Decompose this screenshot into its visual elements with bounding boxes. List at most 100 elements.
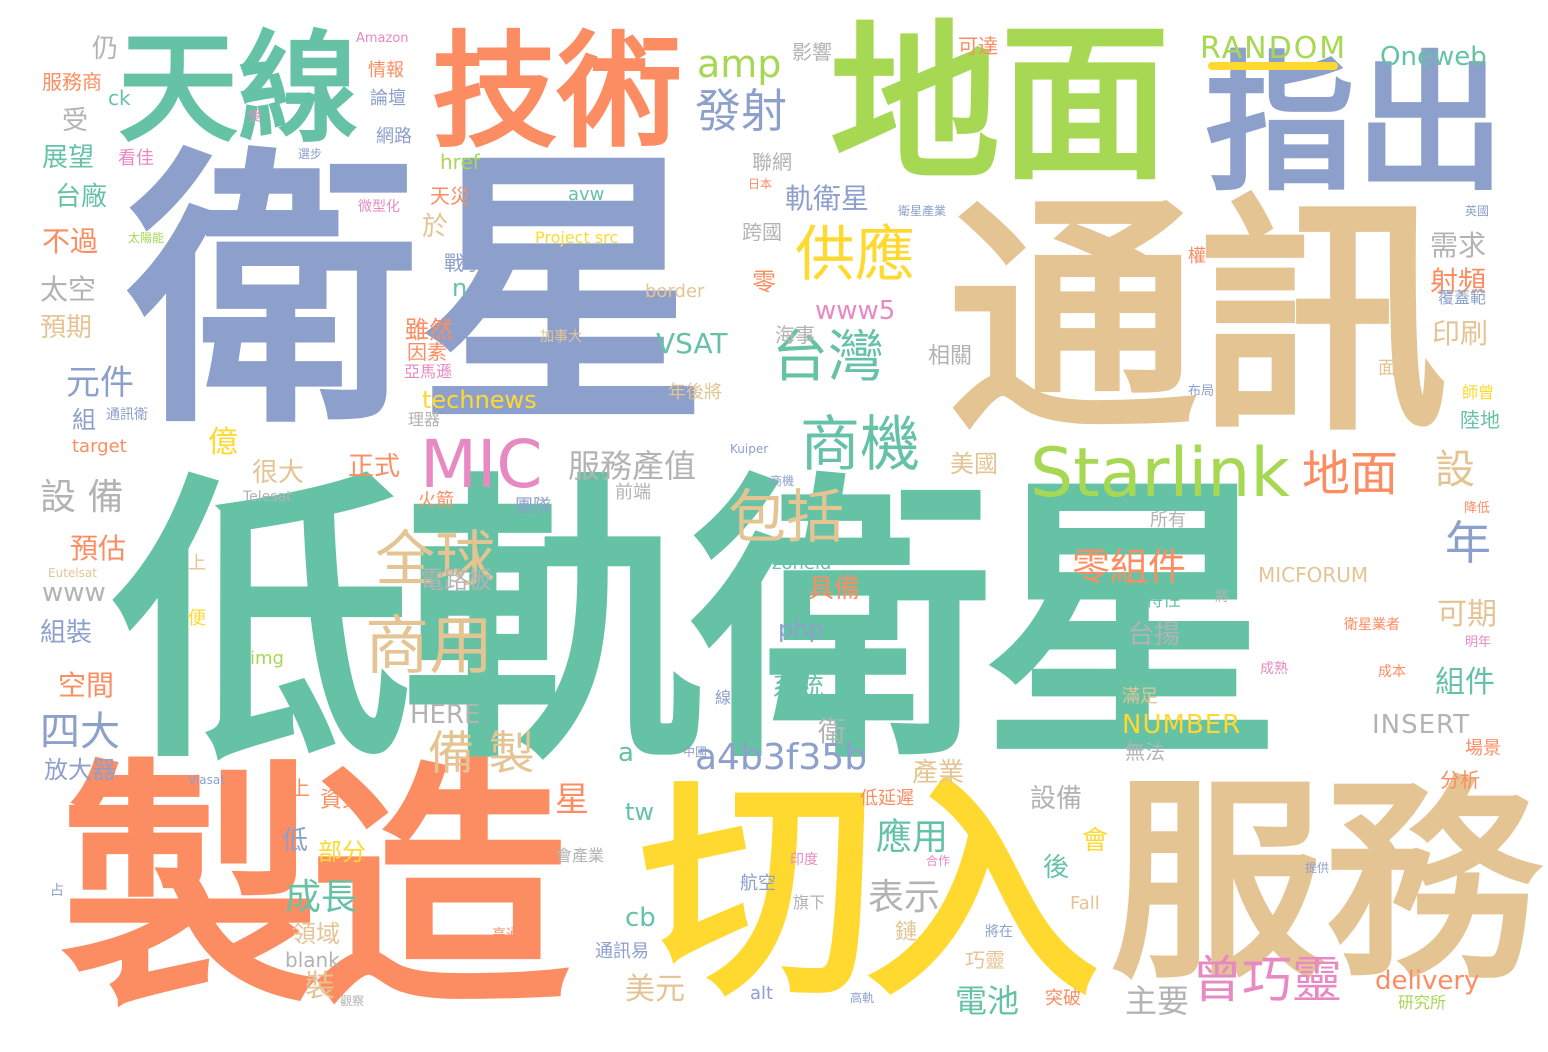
word-zhanzheng: 戰爭 xyxy=(444,251,484,275)
word-yuqi: 預期 xyxy=(40,313,93,343)
word-technews: technews xyxy=(422,386,537,414)
word-www: www xyxy=(42,578,106,608)
word-yugu: 預估 xyxy=(70,532,127,565)
word-jiashida: 加事大 xyxy=(540,329,582,345)
word-n: n xyxy=(452,274,468,302)
word-mian: 面 xyxy=(1378,358,1396,379)
word-di: 低 xyxy=(282,826,309,856)
word-weixing-large: 衛星 xyxy=(128,126,708,463)
word-bufen: 部分 xyxy=(318,838,366,866)
word-micforum: MICFORUM xyxy=(1258,563,1369,587)
word-dianchi: 電池 xyxy=(955,982,1020,1020)
word-linggongjian: 零組件 xyxy=(1072,545,1187,589)
word-yindu: 印度 xyxy=(790,852,818,868)
word-meiyuan: 美元 xyxy=(625,972,685,1007)
word-taiwan: 台灣 xyxy=(772,325,884,390)
word-riben: 日本 xyxy=(748,177,773,191)
word-kuiper: Kuiper xyxy=(730,442,769,456)
word-chengben: 成本 xyxy=(1378,664,1406,680)
word-diyanchi: 低延遲 xyxy=(860,788,914,809)
word-delivery: delivery xyxy=(1375,966,1480,996)
word-jiangdi: 降低 xyxy=(1464,501,1491,516)
word-fuwu: 服務 xyxy=(1110,757,1540,1008)
word-suiran: 雖然 xyxy=(405,316,453,344)
word-shang: 上 xyxy=(188,553,206,574)
word-zhichu: 指出 xyxy=(1205,38,1506,212)
word-jubei: 具備 xyxy=(808,574,861,604)
word-fuwushang: 服務商 xyxy=(42,70,102,94)
word-shangji-small: 商機 xyxy=(770,474,795,488)
word-oneweb: Oneweb xyxy=(1380,42,1487,72)
word-huojian: 火箭 xyxy=(418,490,454,511)
word-gaotongliang: 高通量 xyxy=(492,927,534,943)
word-she: 設 xyxy=(1435,447,1475,493)
word-luntan: 論壇 xyxy=(370,88,406,109)
word-buju: 布局 xyxy=(1188,384,1215,399)
word-baokuo: 包括 xyxy=(728,483,845,551)
word-hui: 會 xyxy=(1082,826,1109,856)
word-eutelsat: Eutelsat xyxy=(48,566,97,580)
word-gaogui: 高軌 xyxy=(850,991,875,1005)
word-shangyong: 商用 xyxy=(365,610,493,684)
word-yingxiang: 影響 xyxy=(792,40,832,64)
word-vsat: VSAT xyxy=(656,327,728,360)
word-shangji: 商機 xyxy=(800,410,920,480)
word-texing: 特性 xyxy=(1145,590,1181,611)
word-zhuang: 裝 xyxy=(305,969,335,1004)
word-zhengshi: 正式 xyxy=(348,452,401,482)
word-hangkong: 航空 xyxy=(740,873,776,894)
word-lingyu: 領域 xyxy=(292,920,340,948)
word-amp: amp xyxy=(697,42,782,86)
word-zice: 資策 xyxy=(320,788,365,813)
word-chengshu: 成熟 xyxy=(1260,661,1288,677)
word-border: border xyxy=(645,281,705,302)
word-manzu: 滿足 xyxy=(1122,686,1158,707)
word-xuqiu: 需求 xyxy=(1430,229,1487,262)
word-fushang: 浮上 xyxy=(270,776,310,800)
word-dimian-large: 地面 xyxy=(830,6,1171,204)
word-yingguo: 英國 xyxy=(1465,204,1490,218)
word-guiweixing: 軌衛星 xyxy=(785,182,870,215)
word-keda: 可達 xyxy=(958,34,998,58)
word-biaoshi: 表示 xyxy=(868,877,941,918)
word-telesat: Telesat xyxy=(243,489,292,505)
word-meiguo: 美國 xyxy=(950,450,998,478)
word-jishu: 技術 xyxy=(432,20,682,165)
word-ling: 零 xyxy=(752,268,776,296)
word-jiang: 將 xyxy=(1215,589,1229,605)
word-dianluban: 電路板 xyxy=(420,566,492,594)
word-suoyou: 所有 xyxy=(1150,510,1186,531)
word-mingnian: 明年 xyxy=(1465,635,1492,650)
word-target: target xyxy=(72,436,127,457)
word-yanjiusuo: 研究所 xyxy=(1398,993,1447,1012)
word-amazon: Amazon xyxy=(356,31,409,46)
word-a: a xyxy=(618,738,634,768)
word-zengqiaoling: 曾巧靈 xyxy=(1192,951,1342,1009)
word-zhongguo: 中國 xyxy=(683,745,708,759)
word-lianwang: 聯網 xyxy=(752,150,792,174)
word-quanqiu: 全球 xyxy=(375,525,495,595)
word-zoneid: zoneid xyxy=(772,553,832,574)
word-kuaguo: 跨國 xyxy=(742,220,782,244)
word-qieru: 切入 xyxy=(640,756,1100,1029)
word-zujian: 組件 xyxy=(1435,665,1495,700)
word-img: img xyxy=(250,648,284,669)
word-yu: 於 xyxy=(422,212,449,242)
word-tongxun: 通訊 xyxy=(948,174,1448,465)
word-zhanwang: 展望 xyxy=(42,143,95,173)
word-yinshua: 印刷 xyxy=(1432,317,1489,350)
word-fenxi: 分析 xyxy=(1440,768,1480,792)
word-ludi: 陸地 xyxy=(1460,408,1500,432)
word-a4b3f35b: a4b3f35b xyxy=(695,737,868,778)
word-alt: alt xyxy=(750,983,774,1004)
word-yi: 億 xyxy=(208,425,238,460)
word-weixinghua: 微型化 xyxy=(358,199,400,215)
word-tongxunyi: 通訊易 xyxy=(595,941,649,962)
word-chengzhang: 成長 xyxy=(285,877,358,918)
word-tupo: 突破 xyxy=(1045,988,1081,1009)
word-insert: INSERT xyxy=(1372,710,1471,740)
word-beizhi: 備 製 xyxy=(428,726,535,780)
word-zuzhuang: 組裝 xyxy=(40,618,93,648)
word-hezuo: 合作 xyxy=(926,854,951,868)
word-tw: tw xyxy=(625,798,655,826)
